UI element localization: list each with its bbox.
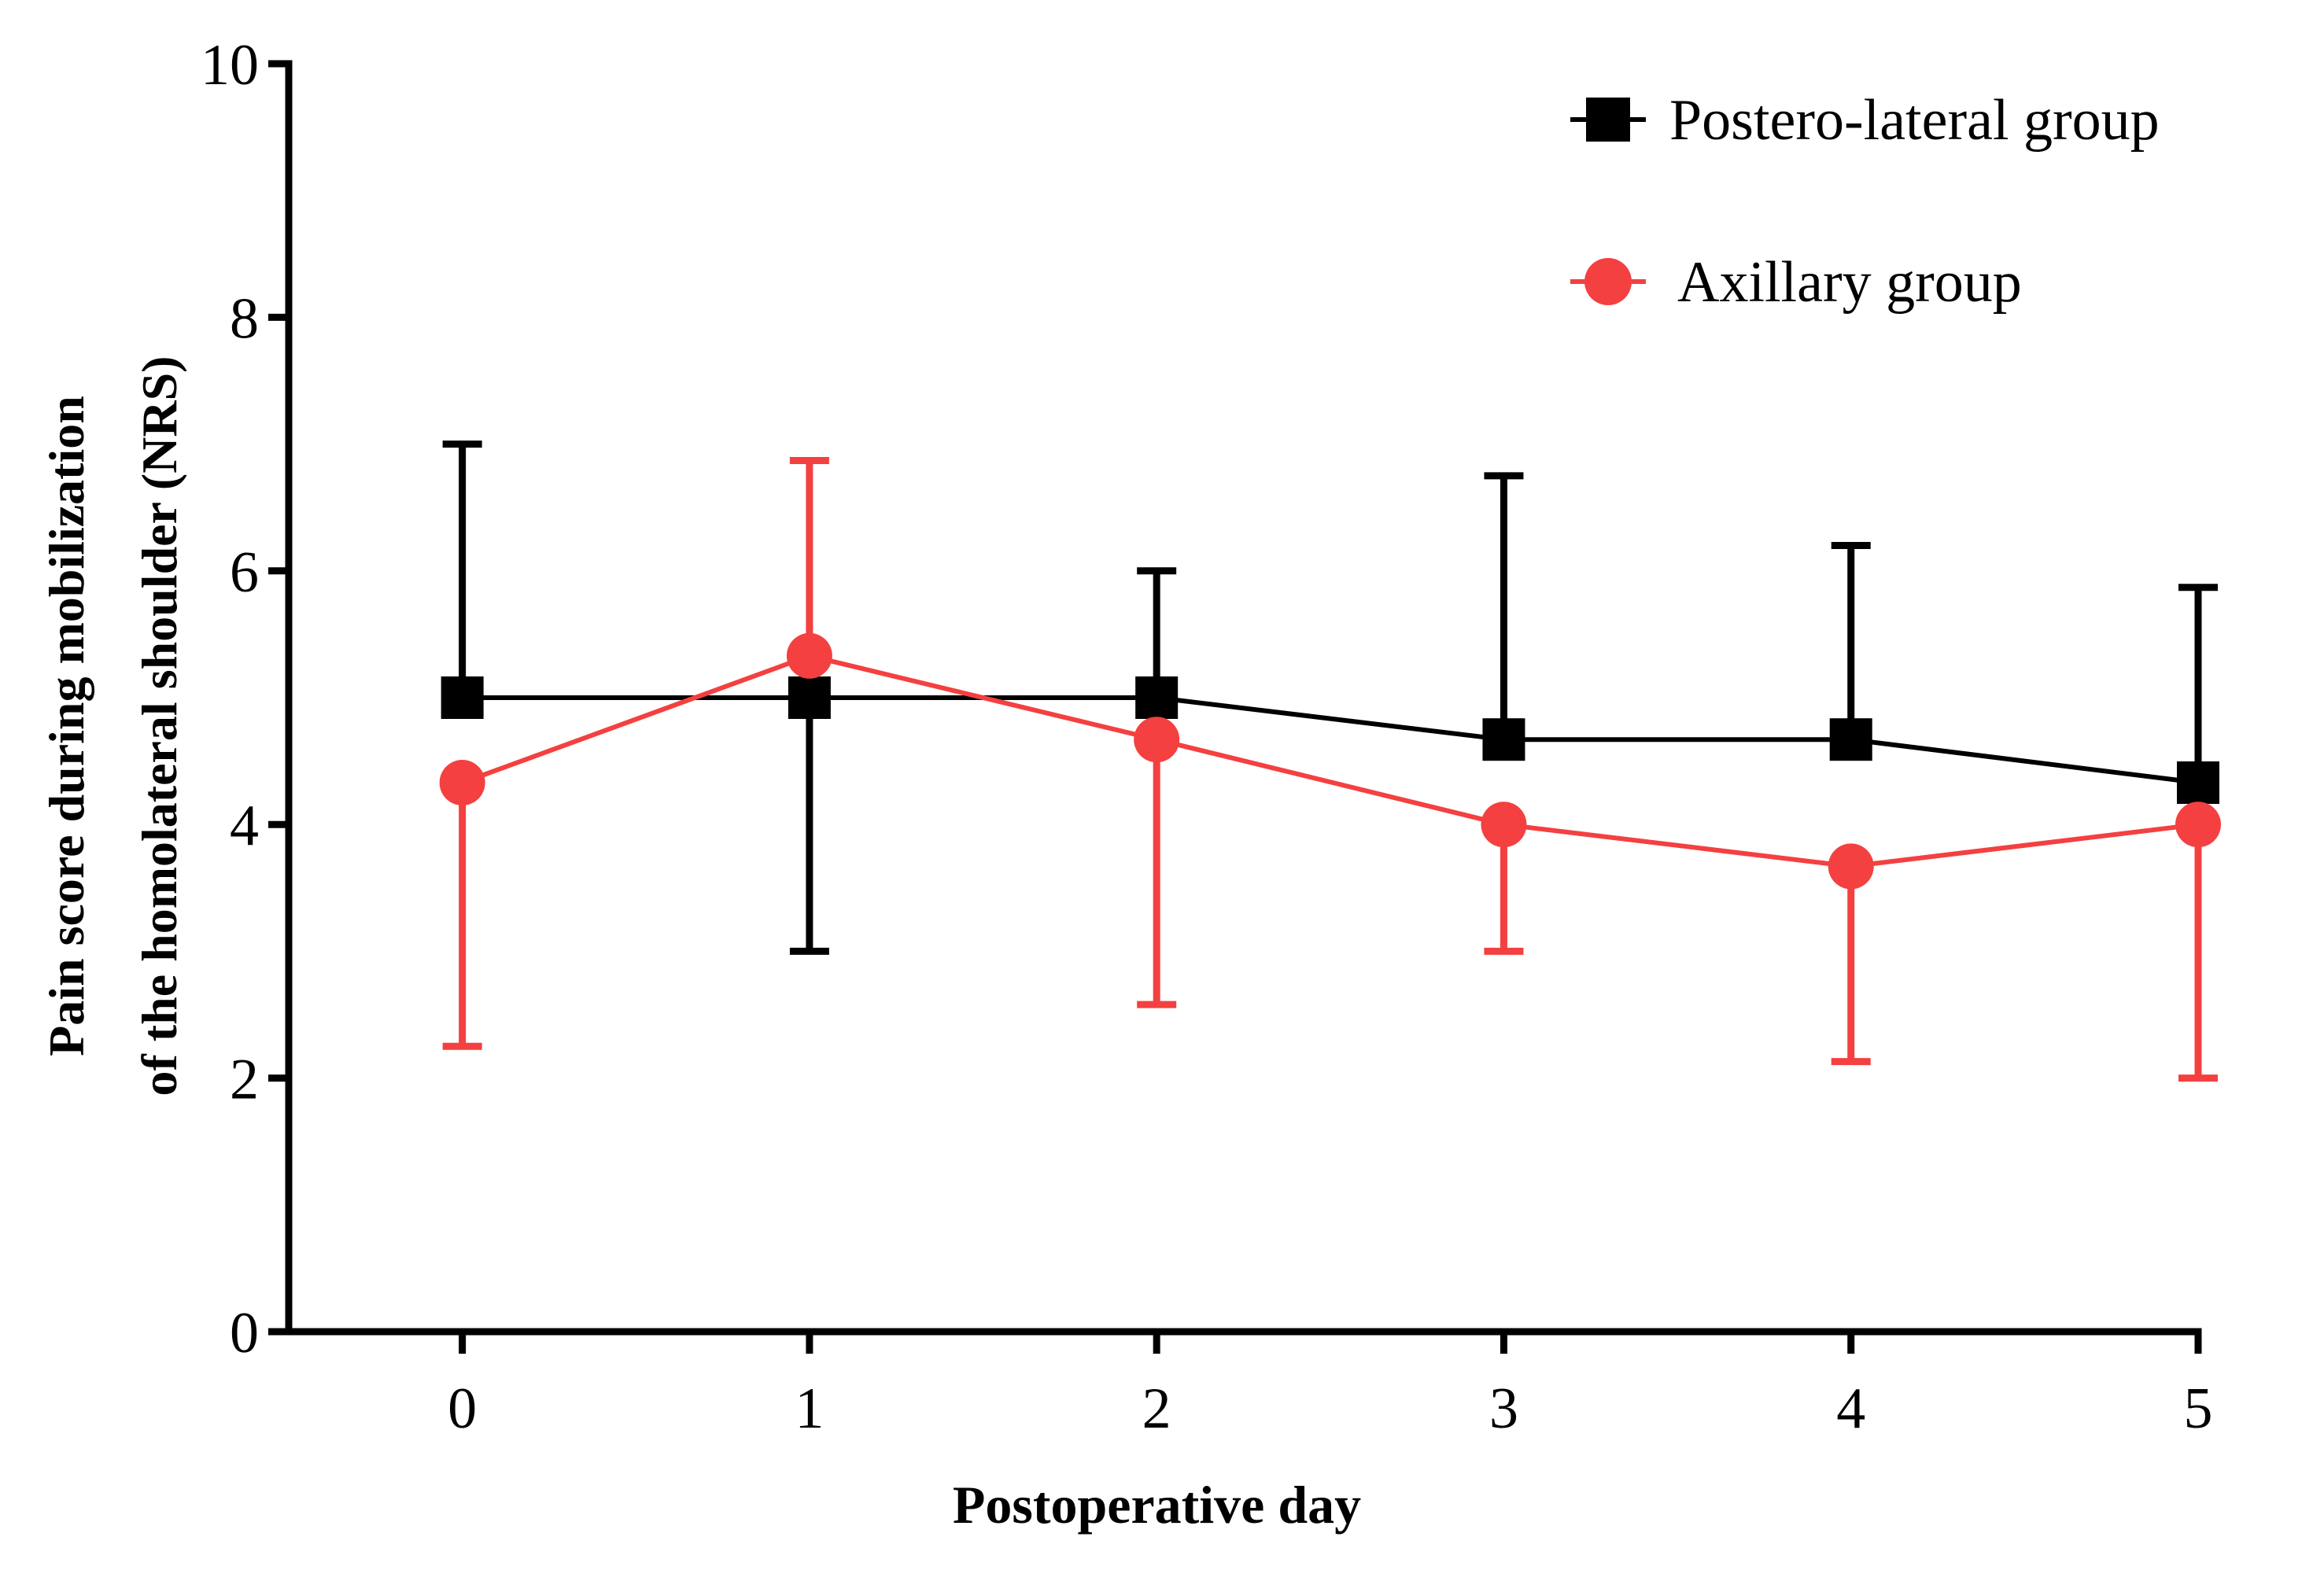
marker-axillary-group-1: [786, 632, 832, 679]
legend-marker-axillary-group: [1584, 258, 1632, 305]
x-tick-label-3: 3: [1489, 1377, 1518, 1441]
marker-postero-lateral-group-4: [1829, 718, 1872, 761]
y-tick-label-6: 6: [230, 540, 259, 605]
series-line-axillary-group: [461, 653, 2199, 869]
x-tick-label-4: 4: [1836, 1377, 1865, 1441]
marker-postero-lateral-group-3: [1482, 718, 1525, 761]
legend-marker-postero-lateral-group: [1586, 98, 1630, 142]
marker-postero-lateral-group-5: [2177, 761, 2219, 805]
marker-axillary-group-4: [1828, 843, 1874, 890]
series-line-postero-lateral-group: [462, 695, 2199, 785]
y-axis-title-line-1: Pain score during mobilization: [39, 396, 94, 1056]
series-axillary-group: [439, 457, 2221, 1082]
legend-label-axillary: Axillary group: [1677, 250, 2022, 315]
legend: Postero-lateral group Axillary group: [1570, 88, 2160, 315]
marker-axillary-group-3: [1481, 802, 1527, 848]
x-tick-label-0: 0: [448, 1377, 477, 1441]
marker-axillary-group-2: [1134, 717, 1180, 763]
series-group: [439, 440, 2221, 1082]
y-tick-label-10: 10: [201, 33, 259, 98]
x-tick-label-5: 5: [2184, 1377, 2213, 1441]
y-axis-title: Pain score during mobilization of the ho…: [39, 356, 187, 1096]
y-tick-label-2: 2: [230, 1048, 259, 1112]
legend-label-postero-lateral: Postero-lateral group: [1669, 88, 2160, 153]
x-axis-title: Postoperative day: [953, 1475, 1361, 1535]
marker-postero-lateral-group-1: [788, 676, 831, 719]
marker-axillary-group-5: [2175, 802, 2221, 848]
marker-postero-lateral-group-2: [1135, 676, 1179, 719]
series-postero-lateral-group: [441, 440, 2219, 955]
y-axis-title-line-2: of the homolateral shoulder (NRS): [131, 356, 187, 1096]
x-tick-label-1: 1: [795, 1377, 824, 1441]
axes-group: 0 2 4 6 8 10 0 1 2 3 4 5: [201, 33, 2213, 1441]
y-tick-label-4: 4: [230, 794, 259, 858]
y-tick-label-0: 0: [230, 1301, 259, 1365]
y-tick-label-8: 8: [230, 286, 259, 351]
x-tick-label-2: 2: [1142, 1377, 1171, 1441]
marker-postero-lateral-group-0: [441, 676, 484, 719]
marker-axillary-group-0: [439, 760, 485, 806]
